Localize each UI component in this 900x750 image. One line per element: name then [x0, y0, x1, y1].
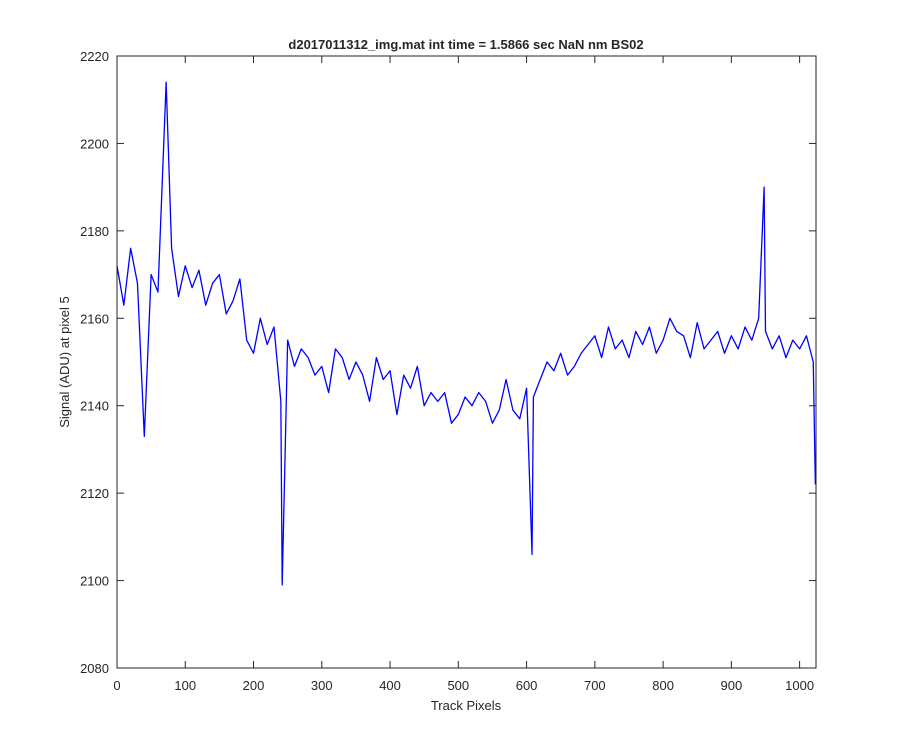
y-tick-label: 2160: [80, 311, 109, 326]
y-axis-ticks: 2080 2100 2120 2140 2160 2180 2200 2220: [80, 49, 816, 676]
x-axis-label: Track Pixels: [431, 698, 502, 713]
y-tick-label: 2200: [80, 136, 109, 151]
y-tick-label: 2180: [80, 224, 109, 239]
x-tick-label: 900: [721, 678, 743, 693]
chart-title: d2017011312_img.mat int time = 1.5866 se…: [288, 37, 643, 52]
series-line-1: [116, 81, 816, 586]
y-axis-label: Signal (ADU) at pixel 5: [57, 296, 72, 428]
y-tick-label: 2080: [80, 661, 109, 676]
y-tick-label: 2120: [80, 486, 109, 501]
x-tick-label: 200: [243, 678, 265, 693]
x-axis-ticks: 0 100 200 300 400 500 600 700 800 900 1000: [113, 56, 814, 693]
plot-frame: [116, 55, 817, 669]
plot-area: [117, 56, 816, 668]
y-tick-label: 2100: [80, 574, 109, 589]
x-tick-label: 700: [584, 678, 606, 693]
x-tick-label: 300: [311, 678, 333, 693]
x-tick-label: 1000: [785, 678, 814, 693]
x-tick-label: 100: [174, 678, 196, 693]
x-tick-label: 500: [447, 678, 469, 693]
x-tick-label: 400: [379, 678, 401, 693]
x-tick-label: 0: [113, 678, 120, 693]
y-tick-label: 2220: [80, 49, 109, 64]
x-tick-label: 800: [652, 678, 674, 693]
x-tick-label: 600: [516, 678, 538, 693]
series-layer: [116, 81, 816, 586]
y-tick-label: 2140: [80, 399, 109, 414]
